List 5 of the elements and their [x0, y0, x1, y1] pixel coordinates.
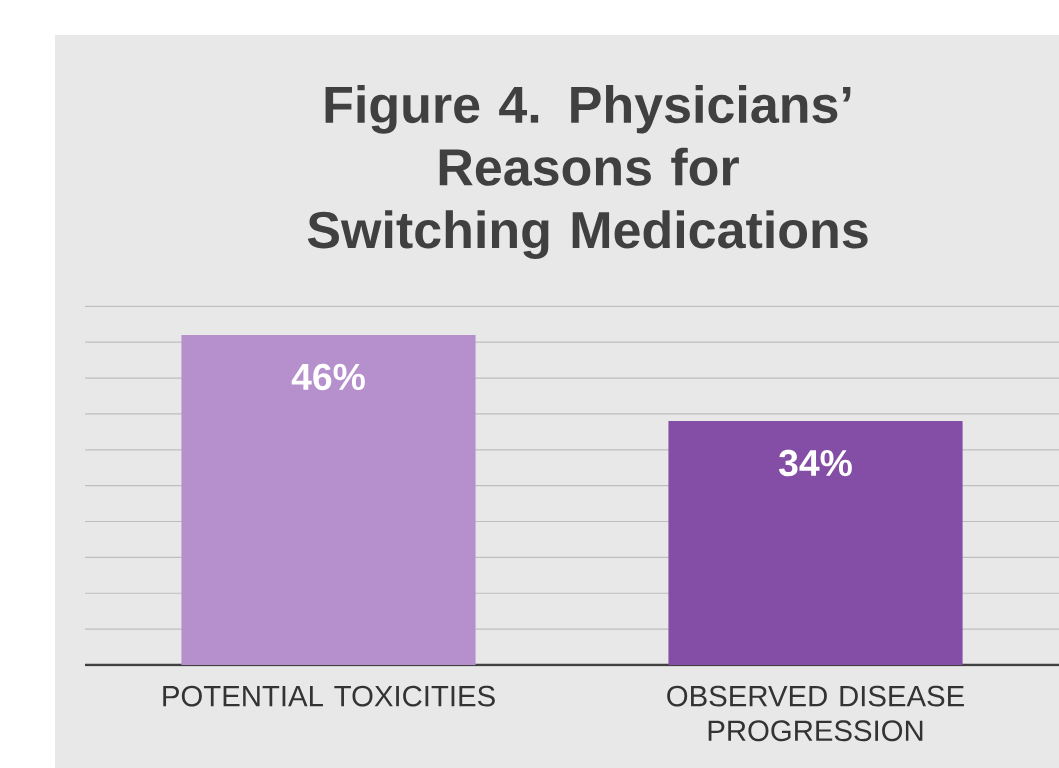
x-tick-label: OBSERVED DISEASE PROGRESSION [667, 685, 964, 742]
x-tick-label: POTENTIAL TOXICITIES [163, 685, 495, 707]
data-label: 46% [291, 363, 365, 391]
data-label: 34% [779, 449, 852, 477]
chart-title: Figure 4. Physicians’ Reasons for Switching Medications [307, 84, 868, 260]
